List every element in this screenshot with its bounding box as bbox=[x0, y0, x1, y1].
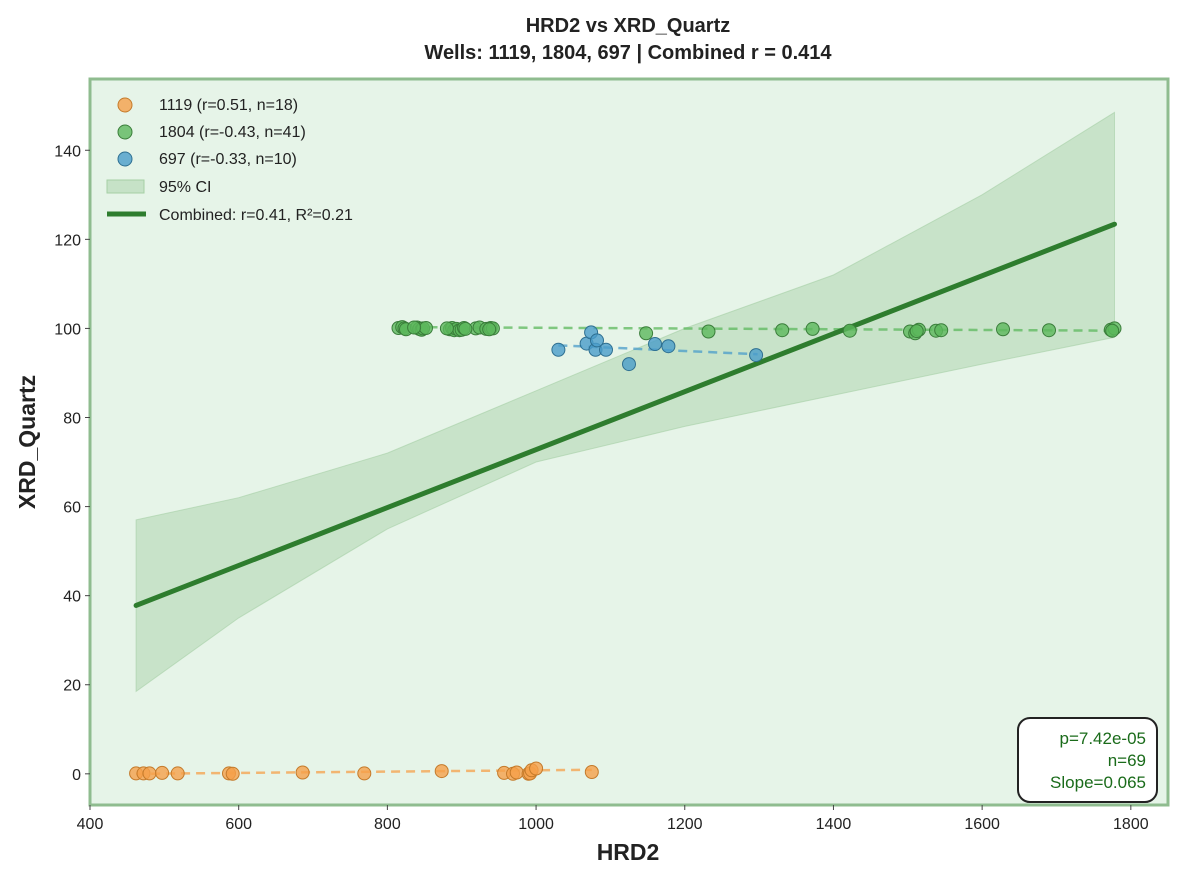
data-point-697 bbox=[551, 342, 566, 357]
data-point-1804 bbox=[407, 320, 422, 335]
data-point-1119 bbox=[295, 765, 310, 780]
legend-label-697: 697 (r=-0.33, n=10) bbox=[159, 151, 297, 168]
data-point-1804 bbox=[701, 324, 716, 339]
combined-fit-layer bbox=[133, 221, 1117, 608]
plot-area bbox=[88, 77, 1170, 807]
data-point-1804 bbox=[1105, 323, 1120, 338]
data-point-1804 bbox=[934, 323, 949, 338]
data-point-1119 bbox=[434, 764, 449, 779]
x-tick-label: 800 bbox=[374, 816, 401, 833]
stats-p-value: p=7.42e-05 bbox=[1060, 729, 1147, 748]
y-tick-label: 120 bbox=[54, 232, 81, 249]
data-point-1119 bbox=[509, 765, 524, 780]
stats-box: p=7.42e-05 n=69 Slope=0.065 bbox=[1017, 717, 1158, 803]
data-point-1804 bbox=[439, 321, 454, 336]
data-point-1119 bbox=[225, 766, 240, 781]
stats-slope: Slope=0.065 bbox=[1050, 773, 1146, 792]
data-point-697 bbox=[648, 337, 662, 351]
data-point-1804 bbox=[639, 326, 654, 341]
chart-subtitle: Wells: 1119, 1804, 697 | Combined r = 0.… bbox=[424, 42, 832, 64]
x-tick-label: 1200 bbox=[667, 816, 703, 833]
data-point-1119 bbox=[142, 766, 157, 781]
data-point-697 bbox=[749, 348, 764, 363]
data-point-1804 bbox=[996, 322, 1010, 337]
legend-marker-1119 bbox=[117, 97, 133, 113]
x-axis-label: HRD2 bbox=[597, 839, 660, 865]
data-point-1119 bbox=[155, 765, 170, 780]
legend-label-ci: 95% CI bbox=[159, 179, 211, 196]
x-tick-label: 600 bbox=[225, 816, 252, 833]
legend-marker-697 bbox=[117, 151, 133, 167]
x-tick-label: 1800 bbox=[1113, 816, 1149, 833]
y-tick-label: 100 bbox=[54, 321, 81, 338]
data-point-1804 bbox=[458, 321, 473, 336]
y-tick-label: 40 bbox=[63, 589, 81, 606]
legend-label-1119: 1119 (r=0.51, n=18) bbox=[159, 97, 298, 114]
y-tick-label: 20 bbox=[63, 678, 81, 695]
data-point-1804 bbox=[419, 321, 433, 335]
y-tick-label: 0 bbox=[72, 767, 81, 784]
x-tick-label: 1000 bbox=[518, 816, 554, 833]
data-point-1804 bbox=[482, 322, 497, 337]
data-point-1804 bbox=[1042, 323, 1056, 338]
legend-label-1804: 1804 (r=-0.43, n=41) bbox=[159, 124, 306, 141]
data-point-1119 bbox=[584, 765, 599, 779]
data-point-697 bbox=[599, 342, 613, 357]
y-tick-label: 80 bbox=[63, 411, 81, 428]
legend-marker-ci bbox=[106, 179, 145, 194]
points-layer bbox=[129, 320, 1122, 781]
data-point-697 bbox=[622, 357, 636, 372]
data-point-1119 bbox=[170, 766, 185, 781]
x-tick-label: 1600 bbox=[964, 816, 1000, 833]
data-point-697 bbox=[661, 339, 676, 354]
stats-n: n=69 bbox=[1108, 751, 1146, 770]
data-point-1804 bbox=[909, 324, 924, 339]
x-tick-label: 1400 bbox=[816, 816, 852, 833]
data-point-697 bbox=[590, 333, 604, 348]
axis-layer: 400 600 800 1000 1200 1400 1600 1800 0 20 40 60 80 10… bbox=[54, 143, 1148, 833]
y-tick-label: 60 bbox=[63, 500, 81, 517]
data-point-1119 bbox=[529, 761, 544, 776]
y-tick-label: 140 bbox=[54, 143, 81, 160]
data-point-1804 bbox=[842, 323, 857, 338]
chart-title: HRD2 vs XRD_Quartz bbox=[526, 15, 731, 37]
y-axis-label: XRD_Quartz bbox=[14, 375, 40, 509]
combined-fit-line bbox=[133, 221, 1117, 608]
legend-label-combined: Combined: r=0.41, R²=0.21 bbox=[159, 207, 353, 224]
data-point-1804 bbox=[805, 321, 820, 336]
x-tick-label: 400 bbox=[77, 816, 104, 833]
data-point-1804 bbox=[775, 323, 790, 338]
legend-marker-1804 bbox=[117, 124, 133, 140]
legend: 1119 (r=0.51, n=18) 1804 (r=-0.43, n=41)… bbox=[106, 97, 353, 224]
data-point-1119 bbox=[357, 766, 372, 781]
